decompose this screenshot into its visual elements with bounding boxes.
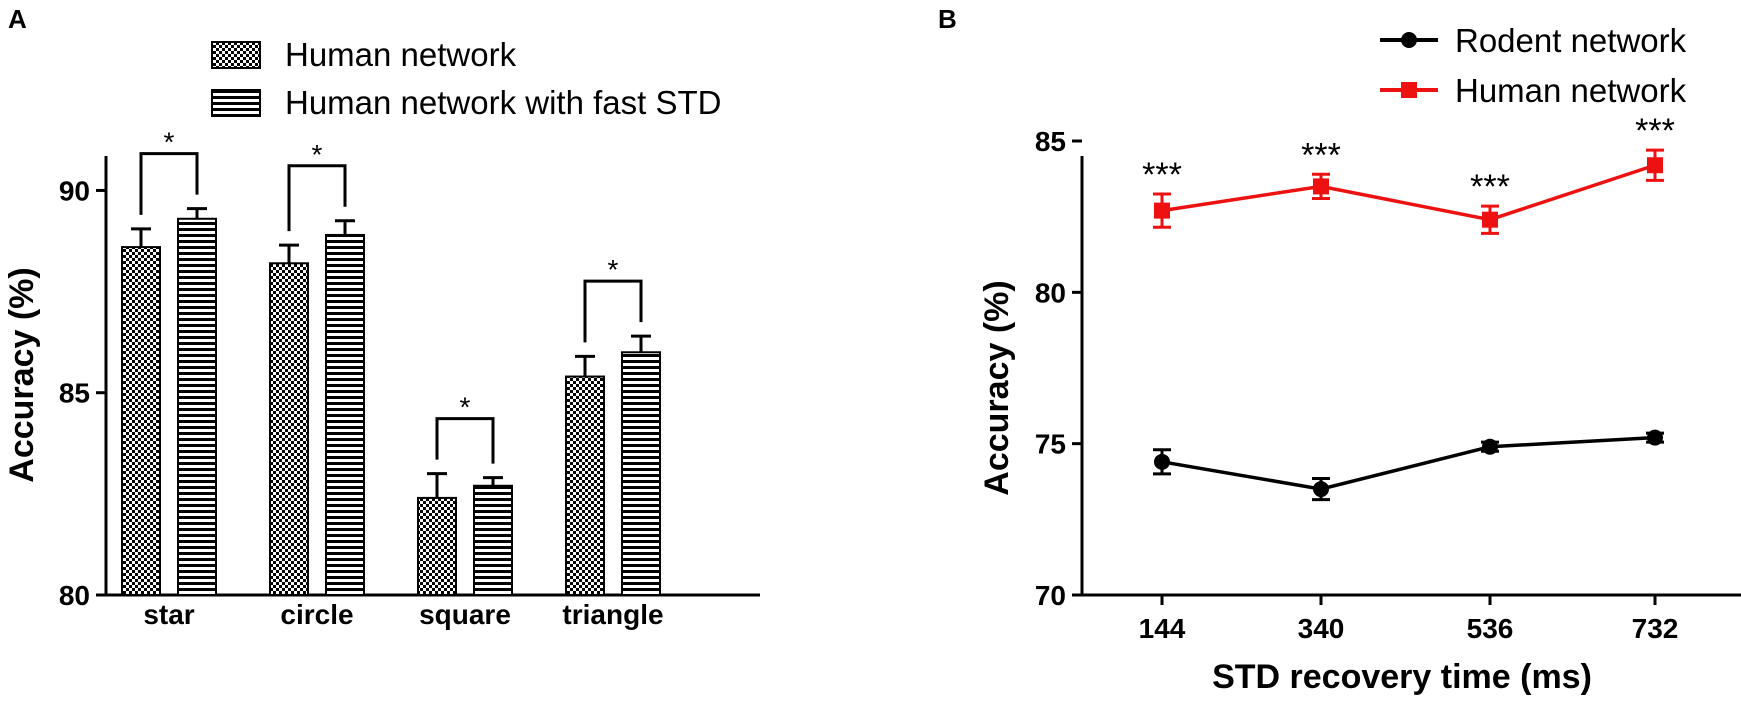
legend-label-rodent-network: Rodent network [1455, 22, 1687, 59]
significance-marker-340: *** [1301, 136, 1341, 174]
legend-marker-human [1401, 82, 1417, 98]
category-label-circle: circle [280, 599, 353, 630]
bar-square-series-2 [473, 484, 513, 597]
bar-star-series-1 [121, 246, 161, 596]
category-label-square: square [419, 599, 511, 630]
legend-label-human-network-b: Human network [1455, 72, 1687, 109]
y-tick-label-b: 80 [1035, 277, 1066, 308]
x-tick-label-b: 536 [1467, 613, 1514, 644]
significance-star-circle: * [312, 139, 323, 170]
y-tick-label-b: 70 [1035, 580, 1066, 611]
legend-label-human-network: Human network [285, 36, 517, 73]
bar-chart-panel-a: Human network Human network with fast ST… [3, 36, 760, 630]
significance-bracket-square [435, 417, 495, 464]
y-tick-label-b: 85 [1035, 126, 1066, 157]
legend-swatch-human-network-fast-std [211, 89, 261, 117]
data-point-rodent [1482, 438, 1498, 455]
x-tick-label-b: 144 [1139, 613, 1186, 644]
significance-bracket-star [139, 152, 199, 215]
y-axis-title-a: Accuracy (%) [3, 267, 41, 482]
significance-marker-144: *** [1142, 156, 1182, 194]
panel-a-letter: A [8, 4, 27, 34]
x-tick-label-b: 732 [1632, 613, 1679, 644]
bar-square-series-1 [417, 496, 457, 596]
y-axis-title-b: Accuracy (%) [978, 280, 1016, 495]
data-point-human [1482, 211, 1498, 228]
legend-a: Human network Human network with fast ST… [211, 36, 721, 121]
legend-swatch-human-network [211, 41, 261, 69]
significance-star-square: * [460, 392, 471, 423]
y-tick-label-a: 80 [59, 580, 90, 611]
legend-label-human-network-fast-std: Human network with fast STD [285, 84, 721, 121]
category-label-triangle: triangle [562, 599, 663, 630]
line-chart-panel-b: Rodent network Human network Accuracy (%… [978, 22, 1741, 696]
series-line-human [1161, 163, 1656, 222]
y-tick-label-a: 90 [59, 175, 90, 206]
data-point-human [1313, 178, 1329, 195]
category-label-star: star [143, 599, 194, 630]
data-point-human [1154, 202, 1170, 219]
bar-circle-series-1 [269, 262, 309, 596]
series-line-rodent [1161, 435, 1656, 491]
significance-bracket-circle [287, 164, 347, 232]
y-tick-label-a: 85 [59, 378, 90, 409]
significance-star-star: * [164, 127, 175, 158]
panel-b-letter: B [938, 4, 957, 34]
data-point-rodent [1154, 453, 1170, 470]
data-point-human [1647, 157, 1663, 174]
x-axis-title-b: STD recovery time (ms) [1212, 658, 1592, 696]
significance-bracket-triangle [583, 279, 643, 343]
y-tick-label-b: 75 [1035, 429, 1066, 460]
bar-triangle-series-2 [621, 351, 661, 597]
data-point-rodent [1313, 481, 1329, 498]
bar-circle-series-2 [325, 233, 365, 596]
bar-triangle-series-1 [565, 375, 605, 596]
significance-marker-732: *** [1635, 112, 1675, 150]
legend-b: Rodent network Human network [1380, 22, 1687, 109]
bar-star-series-2 [177, 217, 217, 596]
data-point-rodent [1647, 429, 1663, 446]
significance-marker-536: *** [1470, 168, 1510, 206]
legend-marker-rodent [1401, 32, 1417, 48]
significance-star-triangle: * [608, 254, 619, 285]
x-tick-label-b: 340 [1298, 613, 1345, 644]
